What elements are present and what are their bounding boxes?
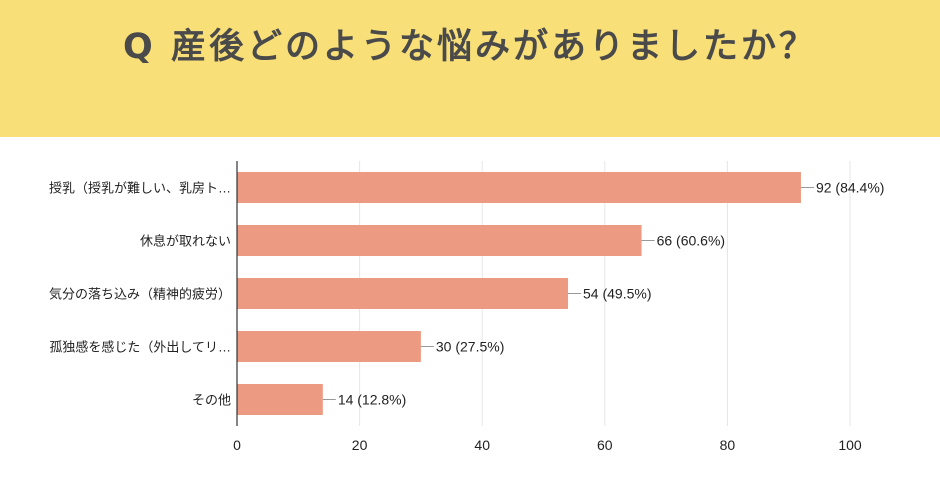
x-tick-label-20: 20 [352, 437, 368, 453]
chart-title: Q 産後どのような悩みがありましたか？ [123, 27, 817, 67]
x-tick-label-0: 0 [233, 437, 241, 453]
x-tick-label-80: 80 [720, 437, 736, 453]
bar-4 [237, 384, 323, 415]
value-label-0: 92 (84.4%) [816, 180, 884, 196]
x-tick-label-40: 40 [474, 437, 490, 453]
bar-1 [237, 225, 642, 256]
bar-3 [237, 331, 421, 362]
value-label-3: 30 (27.5%) [436, 339, 504, 355]
value-label-2: 54 (49.5%) [583, 286, 651, 302]
chart-area: 92 (84.4%) 授乳（授乳が難しい、乳房ト… 66 (60.6%) 休息が取れな… [0, 137, 940, 500]
x-tick-label-60: 60 [597, 437, 613, 453]
category-label-1: 休息が取れない [140, 234, 231, 249]
title-banner: Q 産後どのような悩みがありましたか？ [0, 0, 940, 137]
bar-chart: 92 (84.4%) 授乳（授乳が難しい、乳房ト… 66 (60.6%) 休息が取れな… [49, 161, 884, 453]
category-label-3: 孤独感を感じた（外出してリ… [49, 340, 231, 355]
x-tick-label-100: 100 [838, 437, 862, 453]
value-label-1: 66 (60.6%) [657, 233, 725, 249]
category-label-2: 気分の落ち込み（精神的疲労） [49, 287, 231, 302]
value-label-4: 14 (12.8%) [338, 392, 406, 408]
category-label-4: その他 [192, 393, 231, 408]
bar-2 [237, 278, 569, 309]
category-label-0: 授乳（授乳が難しい、乳房ト… [49, 181, 231, 196]
bar-0 [237, 172, 801, 203]
